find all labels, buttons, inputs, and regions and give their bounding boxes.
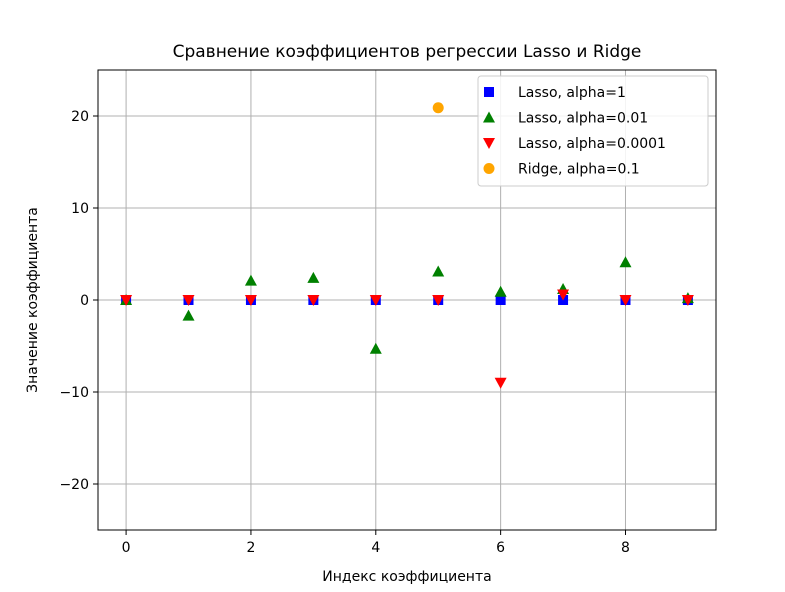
data-point-triangle-up bbox=[182, 309, 195, 321]
data-point-square bbox=[495, 295, 506, 305]
legend-label: Lasso, alpha=1 bbox=[518, 85, 626, 101]
y-tick-label: 0 bbox=[80, 293, 89, 309]
data-point-triangle-up bbox=[369, 342, 382, 354]
data-point-triangle-down bbox=[432, 295, 445, 306]
data-point-triangle-up bbox=[432, 265, 445, 277]
legend: Lasso, alpha=1 Lasso, alpha=0.01 Lasso, al… bbox=[477, 75, 709, 187]
legend-label: Lasso, alpha=0.0001 bbox=[518, 136, 666, 152]
series-3 bbox=[120, 289, 694, 389]
data-point-triangle-down bbox=[307, 295, 320, 306]
legend-marker bbox=[483, 111, 495, 123]
data-point-triangle-down bbox=[120, 295, 133, 306]
y-tick-label: 10 bbox=[71, 201, 89, 217]
data-point-triangle-down bbox=[557, 289, 570, 301]
y-tick-label: −10 bbox=[59, 385, 89, 401]
data-point-triangle-up bbox=[494, 285, 507, 297]
x-tick-label: 2 bbox=[246, 540, 255, 556]
x-tick-label: 8 bbox=[621, 540, 630, 556]
x-tick-label: 4 bbox=[371, 540, 380, 556]
y-axis-ticks: −20 −10 0 10 20 bbox=[59, 109, 98, 493]
data-point-triangle-down bbox=[494, 377, 507, 389]
data-marks bbox=[120, 102, 694, 389]
y-tick-label: 20 bbox=[71, 109, 89, 125]
y-axis-label: Значение коэффициента bbox=[25, 207, 41, 393]
data-point-triangle-down bbox=[619, 295, 632, 306]
data-point-triangle-up bbox=[244, 274, 257, 286]
chart-title: Сравнение коэффициентов регрессии Lasso … bbox=[173, 42, 642, 62]
data-point-triangle-down bbox=[182, 295, 195, 306]
data-point-triangle-up bbox=[307, 271, 320, 283]
series-4 bbox=[432, 102, 444, 114]
data-point-triangle-up bbox=[619, 256, 632, 268]
x-axis-ticks: 0 2 4 6 8 bbox=[122, 530, 630, 556]
data-point-triangle-down bbox=[244, 295, 257, 306]
legend-marker bbox=[483, 163, 495, 174]
x-axis-label: Индекс коэффициента bbox=[322, 569, 491, 585]
x-tick-label: 6 bbox=[496, 540, 505, 556]
data-point-triangle-down bbox=[681, 295, 694, 306]
legend-label: Lasso, alpha=0.01 bbox=[518, 111, 648, 127]
legend-marker bbox=[484, 87, 494, 97]
data-point-circle bbox=[432, 102, 444, 114]
y-tick-label: −20 bbox=[59, 477, 89, 493]
x-tick-label: 0 bbox=[122, 540, 131, 556]
legend-label: Ridge, alpha=0.1 bbox=[518, 162, 640, 178]
legend-marker bbox=[483, 138, 495, 149]
data-point-triangle-down bbox=[369, 295, 382, 306]
legend-box bbox=[477, 75, 709, 187]
